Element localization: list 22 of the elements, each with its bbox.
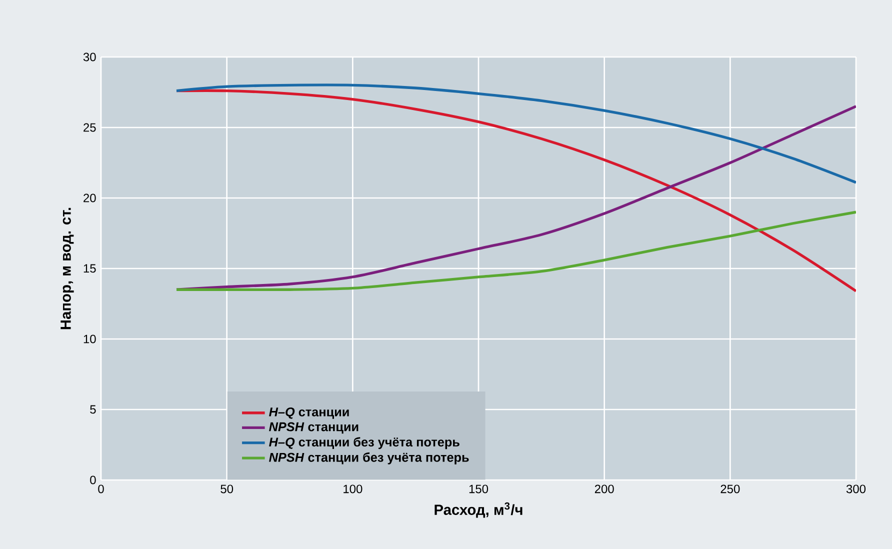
legend-label: NPSH станции [269, 422, 358, 434]
y-tick-label: 15 [84, 264, 96, 273]
y-tick-label: 30 [83, 52, 96, 62]
y-axis-title: Напор, м вод. ст. [60, 208, 74, 330]
line-series [175, 84, 856, 184]
x-tick-label: 150 [469, 484, 488, 494]
y-tick-label: 0 [90, 476, 96, 484]
x-axis-title: Расход, м$^{3}$/ч [434, 502, 522, 518]
x-tick-label: 300 [846, 484, 866, 494]
y-tick-label: 20 [84, 194, 96, 202]
y-tick-label: 5 [90, 405, 96, 414]
x-tick-label: 250 [720, 484, 740, 494]
legend-label: H–Q станции [269, 407, 349, 419]
x-tick-label: 50 [220, 484, 234, 494]
y-tick-label: 25 [84, 123, 96, 132]
legend-label: H–Q станции без учёта потерь [269, 437, 460, 450]
x-tick-label: 100 [344, 484, 362, 494]
x-tick-label: 0 [98, 484, 104, 494]
x-tick-label: 200 [594, 484, 614, 494]
y-tick-label: 10 [84, 334, 96, 344]
line-series [175, 210, 856, 292]
legend-label: NPSH станции без учёта потерь [269, 452, 469, 464]
